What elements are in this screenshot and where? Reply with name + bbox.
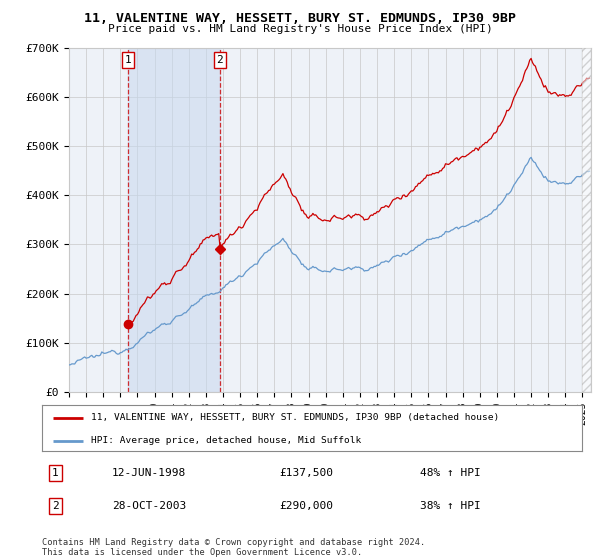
Text: 11, VALENTINE WAY, HESSETT, BURY ST. EDMUNDS, IP30 9BP (detached house): 11, VALENTINE WAY, HESSETT, BURY ST. EDM… <box>91 413 499 422</box>
Text: 2: 2 <box>52 501 59 511</box>
Text: 48% ↑ HPI: 48% ↑ HPI <box>420 468 481 478</box>
Text: 12-JUN-1998: 12-JUN-1998 <box>112 468 187 478</box>
Text: 28-OCT-2003: 28-OCT-2003 <box>112 501 187 511</box>
Bar <box>128 48 220 392</box>
Text: 2: 2 <box>217 55 223 65</box>
Text: Contains HM Land Registry data © Crown copyright and database right 2024.
This d: Contains HM Land Registry data © Crown c… <box>42 538 425 557</box>
Text: 1: 1 <box>125 55 131 65</box>
Text: HPI: Average price, detached house, Mid Suffolk: HPI: Average price, detached house, Mid … <box>91 436 361 445</box>
Text: £290,000: £290,000 <box>280 501 334 511</box>
Text: 11, VALENTINE WAY, HESSETT, BURY ST. EDMUNDS, IP30 9BP: 11, VALENTINE WAY, HESSETT, BURY ST. EDM… <box>84 12 516 25</box>
Text: £137,500: £137,500 <box>280 468 334 478</box>
Text: Price paid vs. HM Land Registry's House Price Index (HPI): Price paid vs. HM Land Registry's House … <box>107 24 493 34</box>
Text: 38% ↑ HPI: 38% ↑ HPI <box>420 501 481 511</box>
Text: 1: 1 <box>52 468 59 478</box>
